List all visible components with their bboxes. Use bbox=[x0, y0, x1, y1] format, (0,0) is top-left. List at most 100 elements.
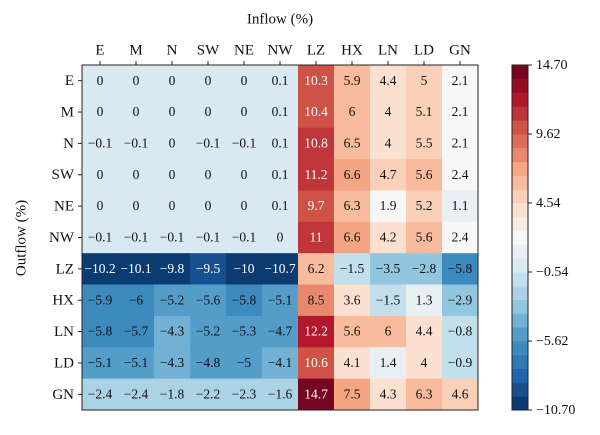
heatmap-cell bbox=[154, 65, 191, 97]
heatmap-cell bbox=[334, 315, 371, 348]
heatmap-cell bbox=[406, 96, 443, 129]
heatmap-cell bbox=[406, 253, 443, 285]
heatmap-cell bbox=[82, 65, 119, 97]
y-tick-label: E bbox=[65, 73, 74, 89]
cell-label: 4.6 bbox=[452, 386, 469, 401]
heatmap-cell bbox=[190, 190, 227, 223]
cell-label: 0 bbox=[241, 167, 248, 182]
cell-label: 0 bbox=[97, 167, 104, 182]
heatmap-cell bbox=[370, 284, 407, 317]
heatmap-cell bbox=[226, 284, 263, 317]
cell-label: −5.1 bbox=[88, 355, 113, 370]
heatmap-cell bbox=[118, 315, 155, 348]
cell-label: 0 bbox=[205, 167, 212, 182]
heatmap-cell bbox=[82, 378, 119, 411]
y-tick-label: LZ bbox=[56, 261, 74, 277]
heatmap-cell bbox=[226, 96, 263, 129]
cell-label: 0 bbox=[133, 167, 140, 182]
heatmap-cell bbox=[370, 315, 407, 348]
x-axis-title: Inflow (%) bbox=[247, 11, 313, 27]
cell-label: 12.2 bbox=[304, 324, 328, 339]
y-tick-label: LD bbox=[54, 355, 74, 371]
cell-label: −3.5 bbox=[376, 261, 401, 276]
heatmap-cell bbox=[298, 127, 335, 160]
cell-label: 0 bbox=[169, 167, 176, 182]
heatmap-cell bbox=[262, 65, 299, 97]
heatmap-cell bbox=[298, 378, 335, 411]
cell-label: 1.9 bbox=[380, 198, 397, 213]
cell-label: 4 bbox=[421, 355, 428, 370]
heatmap-cell bbox=[154, 378, 191, 411]
cell-label: −5.1 bbox=[268, 292, 293, 307]
cell-label: 6.6 bbox=[344, 167, 361, 182]
cell-label: 4 bbox=[385, 136, 392, 151]
heatmap-cell bbox=[406, 284, 443, 317]
heatmap-cell bbox=[118, 284, 155, 317]
cell-label: 0 bbox=[169, 73, 176, 88]
heatmap-cell bbox=[406, 347, 443, 379]
heatmap-cell bbox=[154, 96, 191, 129]
y-axis-title: Outflow (%) bbox=[13, 200, 29, 276]
heatmap-cell bbox=[118, 221, 155, 254]
heatmap-cell bbox=[334, 127, 371, 160]
heatmap-cell bbox=[298, 284, 335, 317]
heatmap-cell bbox=[82, 96, 119, 129]
cell-label: 1.1 bbox=[452, 198, 469, 213]
heatmap-cell bbox=[334, 65, 371, 97]
colorbar-band bbox=[512, 354, 528, 369]
cell-label: −0.8 bbox=[448, 324, 473, 339]
heatmap-cell bbox=[190, 127, 227, 160]
heatmap-cell bbox=[298, 221, 335, 254]
cell-label: −0.1 bbox=[196, 230, 221, 245]
cell-label: 0 bbox=[169, 104, 176, 119]
colorbar-band bbox=[512, 341, 528, 356]
heatmap-cell bbox=[118, 378, 155, 411]
heatmap-cell bbox=[442, 253, 479, 285]
heatmap-cell bbox=[82, 315, 119, 348]
colorbar: 14.70 9.62 4.54 −0.54 −5.62 −10.70 bbox=[511, 58, 575, 418]
x-tick-label: HX bbox=[341, 42, 363, 58]
cell-label: 10.8 bbox=[304, 136, 328, 151]
x-tick-label: LD bbox=[414, 42, 434, 58]
cell-label: −5.3 bbox=[232, 324, 257, 339]
heatmap-cell bbox=[406, 159, 443, 191]
cell-label: −10.7 bbox=[264, 261, 295, 276]
cell-label: 1.4 bbox=[380, 355, 397, 370]
heatmap-cell bbox=[226, 315, 263, 348]
heatmap-cell bbox=[442, 221, 479, 254]
colorbar-band bbox=[512, 134, 528, 149]
cell-label: 0 bbox=[169, 136, 176, 151]
heatmap-cell bbox=[298, 347, 335, 379]
colorbar-band bbox=[512, 216, 528, 231]
heatmap-cell bbox=[370, 96, 407, 129]
heatmap-cell bbox=[154, 190, 191, 223]
y-tick-label: NW bbox=[49, 230, 75, 246]
heatmap-cell bbox=[190, 253, 227, 285]
heatmap-cell bbox=[190, 159, 227, 191]
heatmap-cell bbox=[262, 378, 299, 411]
cell-label: 3.6 bbox=[344, 292, 361, 307]
heatmap-cell bbox=[298, 65, 335, 97]
heatmap-cell bbox=[226, 127, 263, 160]
colorbar-tick-label: −5.62 bbox=[536, 334, 568, 349]
cell-label: −1.5 bbox=[340, 261, 365, 276]
heatmap-cell bbox=[298, 190, 335, 223]
heatmap-cell bbox=[370, 127, 407, 160]
cell-label: 6 bbox=[349, 104, 356, 119]
colorbar-tick-label: 4.54 bbox=[536, 196, 561, 211]
heatmap-cell bbox=[82, 159, 119, 191]
colorbar-tick-label: −0.54 bbox=[536, 265, 568, 280]
cell-label: 11.2 bbox=[304, 167, 327, 182]
heatmap-cell bbox=[442, 347, 479, 379]
cell-label: −2.4 bbox=[124, 386, 149, 401]
cell-label: 6.6 bbox=[344, 230, 361, 245]
heatmap-cell bbox=[370, 253, 407, 285]
heatmap-cell bbox=[154, 253, 191, 285]
heatmap-cell bbox=[154, 127, 191, 160]
heatmap-cell bbox=[370, 221, 407, 254]
heatmap-cell bbox=[190, 96, 227, 129]
cell-label: −2.8 bbox=[412, 261, 437, 276]
heatmap-cell bbox=[442, 65, 479, 97]
